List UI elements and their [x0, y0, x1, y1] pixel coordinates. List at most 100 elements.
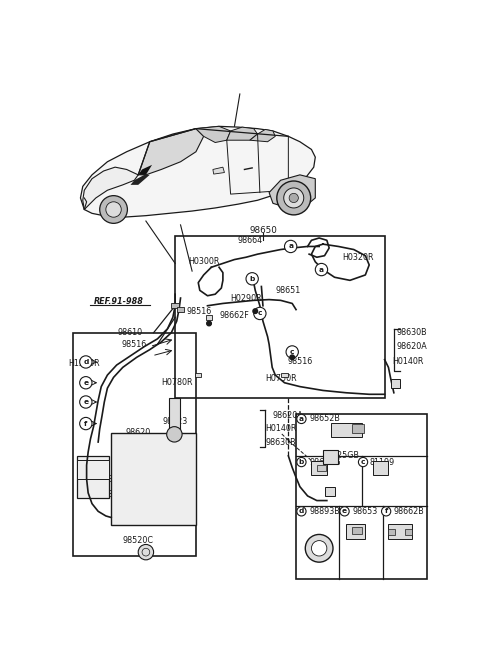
- Text: 98653: 98653: [352, 507, 377, 516]
- Circle shape: [254, 307, 266, 320]
- Circle shape: [80, 377, 92, 389]
- Circle shape: [297, 415, 306, 424]
- Text: H1250R: H1250R: [68, 359, 100, 368]
- Circle shape: [277, 181, 311, 215]
- Text: a: a: [288, 244, 293, 250]
- Bar: [352, 424, 364, 433]
- Text: d: d: [299, 508, 304, 514]
- Text: 98893B: 98893B: [309, 507, 340, 516]
- Text: H0290R: H0290R: [230, 293, 262, 303]
- Polygon shape: [250, 130, 275, 141]
- Circle shape: [297, 457, 306, 466]
- Text: 98623: 98623: [163, 417, 188, 426]
- Bar: [373, 461, 388, 475]
- Text: 98620A: 98620A: [396, 342, 427, 351]
- Text: 98630B: 98630B: [396, 328, 427, 337]
- Text: 98516: 98516: [287, 358, 312, 366]
- Text: 98662B: 98662B: [394, 507, 425, 516]
- Circle shape: [207, 321, 211, 326]
- Bar: [391, 379, 400, 388]
- Bar: [296, 413, 427, 579]
- Text: 98520C: 98520C: [123, 536, 154, 545]
- Circle shape: [312, 540, 327, 556]
- Circle shape: [138, 544, 154, 560]
- Text: 98664: 98664: [237, 236, 263, 245]
- Circle shape: [253, 309, 258, 314]
- Text: 98652B: 98652B: [309, 415, 340, 423]
- Text: 81199: 81199: [369, 458, 395, 466]
- Polygon shape: [81, 126, 315, 217]
- Text: 98661G: 98661G: [309, 458, 340, 466]
- Circle shape: [359, 457, 368, 466]
- Polygon shape: [269, 175, 315, 208]
- Text: 98620: 98620: [126, 428, 151, 438]
- Circle shape: [80, 356, 92, 368]
- Text: 98651: 98651: [276, 286, 301, 295]
- Bar: [323, 450, 338, 464]
- Circle shape: [340, 507, 349, 516]
- Circle shape: [106, 202, 121, 217]
- Circle shape: [80, 396, 92, 408]
- Text: 98622: 98622: [118, 451, 143, 460]
- Bar: [388, 529, 395, 535]
- Polygon shape: [227, 127, 258, 140]
- Text: a: a: [319, 267, 324, 272]
- Text: d: d: [83, 359, 88, 365]
- Text: H0780R: H0780R: [161, 378, 193, 387]
- Circle shape: [285, 240, 297, 253]
- Bar: [171, 303, 179, 308]
- Bar: [331, 422, 361, 437]
- Text: f: f: [84, 421, 87, 426]
- Circle shape: [286, 346, 299, 358]
- Circle shape: [315, 263, 328, 276]
- Bar: [77, 460, 109, 479]
- Text: 98515A: 98515A: [104, 474, 134, 483]
- Circle shape: [305, 534, 333, 562]
- Bar: [175, 236, 384, 398]
- Bar: [317, 465, 326, 472]
- Text: c: c: [258, 310, 262, 316]
- Text: 98662F: 98662F: [219, 311, 249, 320]
- Text: f: f: [384, 508, 388, 514]
- Circle shape: [290, 355, 295, 360]
- Circle shape: [289, 193, 299, 202]
- Bar: [111, 433, 196, 525]
- Text: 98510A: 98510A: [104, 490, 134, 499]
- Text: H0750R: H0750R: [265, 375, 297, 383]
- Circle shape: [382, 507, 391, 516]
- Bar: [177, 307, 184, 312]
- Bar: [312, 461, 327, 475]
- Bar: [77, 456, 109, 498]
- Text: REF.91-988: REF.91-988: [94, 297, 144, 307]
- Bar: [281, 373, 288, 377]
- Circle shape: [284, 188, 304, 208]
- Text: 98516: 98516: [122, 340, 147, 348]
- Circle shape: [80, 417, 92, 430]
- Bar: [195, 373, 201, 377]
- Text: b: b: [299, 459, 304, 465]
- Text: 98516: 98516: [186, 307, 211, 316]
- Bar: [352, 527, 361, 534]
- Bar: [325, 487, 335, 496]
- Text: b: b: [250, 276, 255, 282]
- Bar: [73, 333, 196, 556]
- Text: 1125GB: 1125GB: [327, 451, 359, 460]
- Circle shape: [100, 196, 127, 223]
- Polygon shape: [138, 165, 152, 175]
- Circle shape: [297, 507, 306, 516]
- Text: c: c: [361, 459, 365, 465]
- Bar: [346, 523, 365, 539]
- Circle shape: [246, 272, 258, 285]
- Text: H0300R: H0300R: [188, 257, 219, 267]
- Text: e: e: [84, 380, 88, 386]
- Polygon shape: [131, 175, 150, 185]
- Text: 98630B: 98630B: [265, 438, 296, 447]
- Text: c: c: [290, 349, 294, 355]
- Bar: [169, 398, 180, 437]
- Bar: [206, 315, 212, 320]
- Polygon shape: [138, 128, 204, 175]
- Polygon shape: [196, 126, 230, 143]
- Text: e: e: [342, 508, 347, 514]
- Bar: [388, 523, 411, 539]
- Circle shape: [167, 426, 182, 442]
